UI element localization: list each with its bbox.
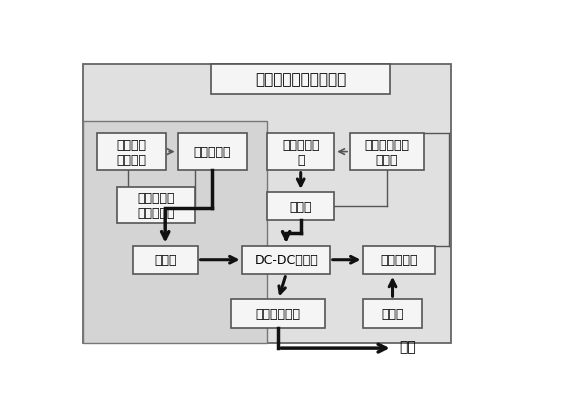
Text: 电机: 电机 bbox=[399, 340, 416, 354]
Text: DC-DC变换器: DC-DC变换器 bbox=[254, 254, 318, 267]
Bar bbox=[133, 246, 198, 274]
Text: 燃料电池
辅助设备: 燃料电池 辅助设备 bbox=[117, 138, 147, 166]
Text: 燃料电池检
测控制装置: 燃料电池检 测控制装置 bbox=[138, 192, 175, 220]
Bar bbox=[231, 299, 325, 328]
Bar bbox=[350, 134, 424, 170]
Text: 智能混合电源管理系统: 智能混合电源管理系统 bbox=[255, 72, 346, 87]
Text: 发电机: 发电机 bbox=[381, 307, 404, 320]
Text: 充电控制器: 充电控制器 bbox=[380, 254, 418, 267]
Bar bbox=[267, 134, 334, 170]
Bar bbox=[364, 246, 435, 274]
Text: 锂离子电池控
制装置: 锂离子电池控 制装置 bbox=[365, 138, 409, 166]
Text: 电机控制系统: 电机控制系统 bbox=[256, 307, 301, 320]
Bar bbox=[267, 192, 334, 221]
Bar bbox=[243, 246, 330, 274]
Bar bbox=[364, 299, 422, 328]
Bar bbox=[177, 134, 247, 170]
Text: 锂离子电池
组: 锂离子电池 组 bbox=[282, 138, 320, 166]
Bar bbox=[83, 121, 267, 344]
Bar bbox=[97, 134, 166, 170]
Text: 燃料电池堆: 燃料电池堆 bbox=[194, 146, 231, 159]
Bar bbox=[83, 65, 451, 344]
Bar bbox=[117, 188, 195, 224]
Text: 继电器: 继电器 bbox=[154, 254, 176, 267]
Text: 可控硅: 可控硅 bbox=[290, 200, 312, 213]
Bar bbox=[211, 65, 390, 95]
